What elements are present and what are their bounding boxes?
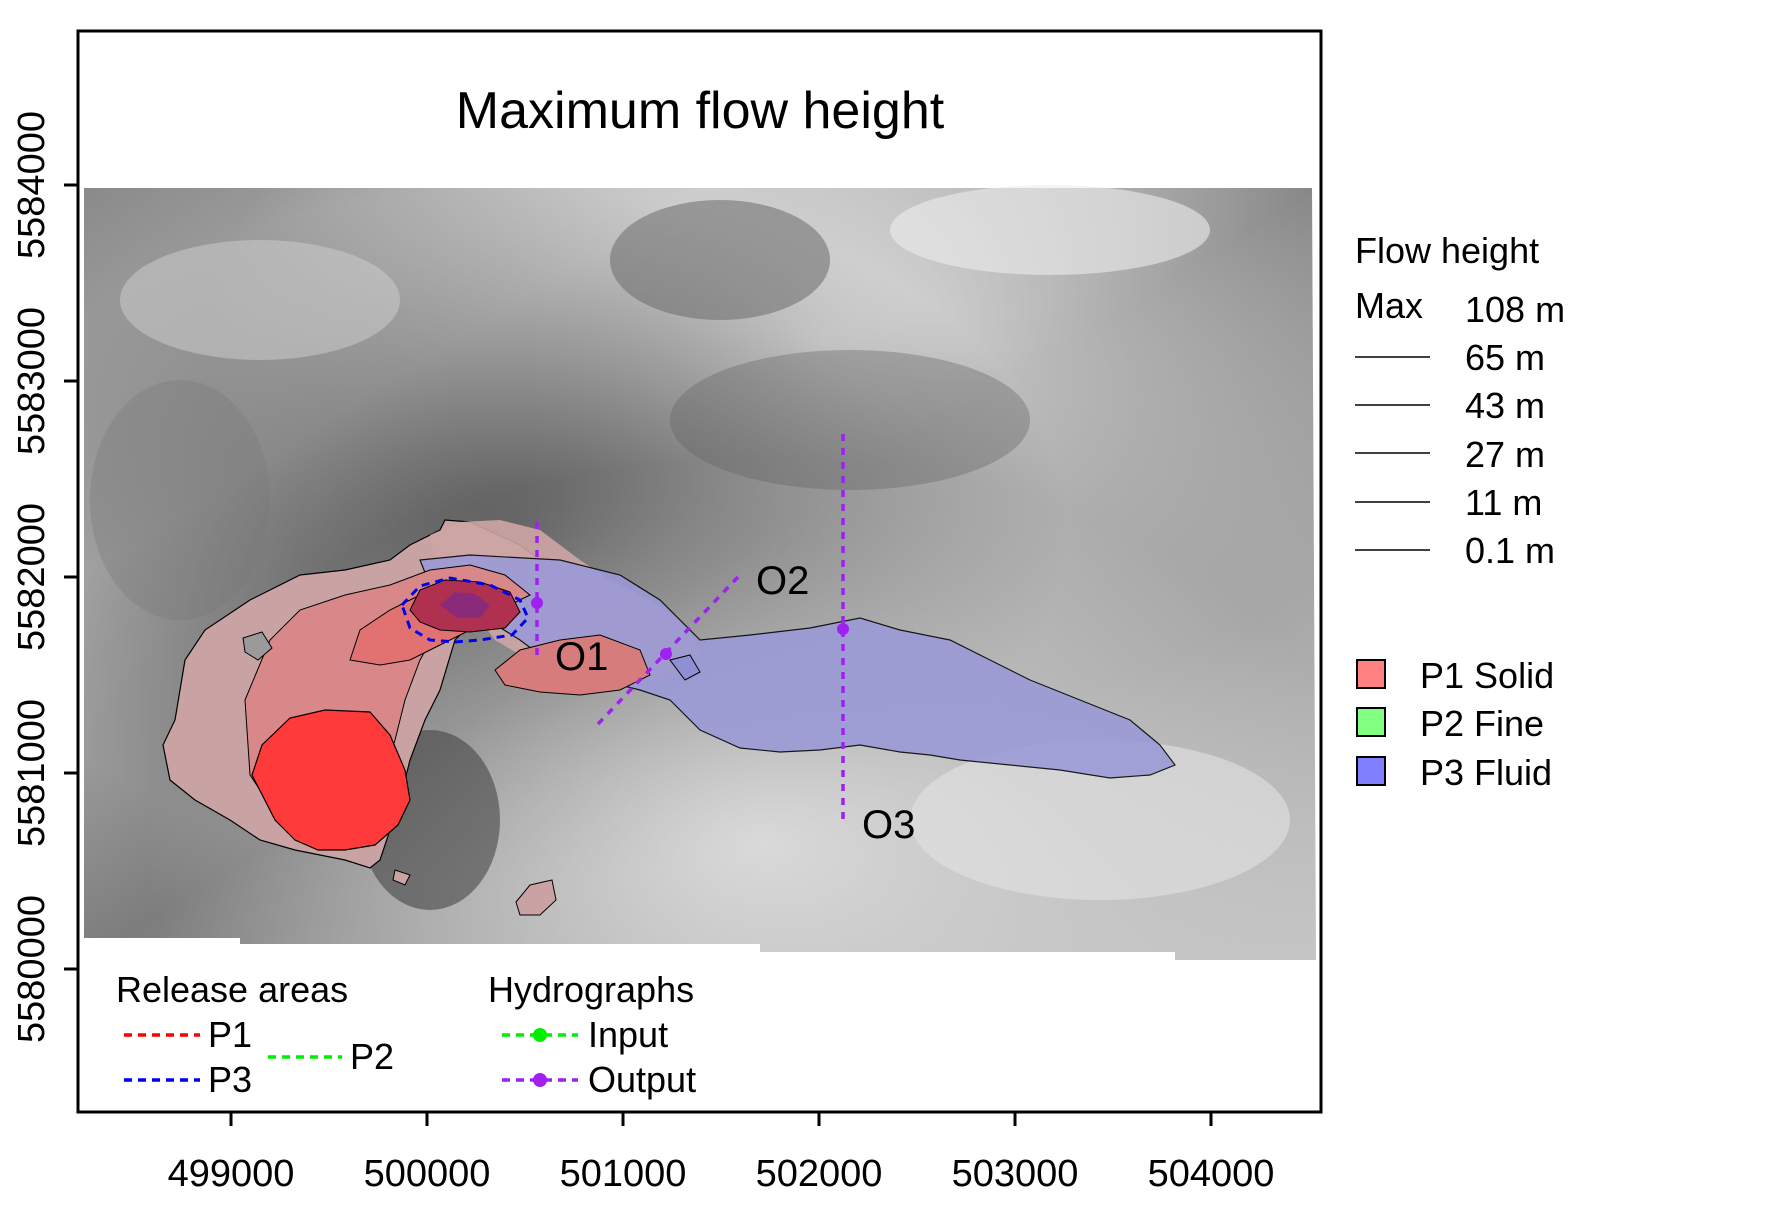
legend-swatch-p2-fine: [1356, 707, 1386, 737]
flow-height-level-5: 0.1 m: [1465, 530, 1555, 571]
plot-frame: [76, 29, 1323, 1114]
hydrograph-o3-point: [837, 623, 849, 635]
flow-height-level-0: 108 m: [1465, 289, 1565, 330]
hydrograph-legend-input-point: [533, 1028, 547, 1042]
flow-deposits: [162, 519, 1176, 916]
hydrograph-label-o3: O3: [862, 803, 915, 847]
y-tick-label-3: 5583000: [11, 307, 53, 455]
hydrograph-o1-point: [660, 648, 672, 660]
y-tick-label-0: 5580000: [11, 895, 53, 1043]
flow-height-legend: Flow height Max 108 m 65 m 43 m 27 m 11 …: [1355, 230, 1565, 571]
x-axis: [229, 1112, 1213, 1126]
x-tick-label-1: 500000: [364, 1153, 491, 1195]
hydrograph-legend-input-label: Input: [588, 1014, 668, 1055]
y-tick-label-1: 5581000: [11, 699, 53, 847]
hydrograph-label-o1: O1: [555, 635, 608, 679]
release-legend-p1-label: P1: [208, 1014, 252, 1055]
release-legend-p3-label: P3: [208, 1059, 252, 1100]
flow-height-level-2: 43 m: [1465, 385, 1545, 426]
map-title: Maximum flow height: [456, 82, 945, 140]
legend-label-p2-fine: P2 Fine: [1420, 703, 1544, 744]
x-tick-label-2: 501000: [560, 1153, 687, 1195]
release-areas-legend: Release areas P1 P3 P2: [116, 969, 394, 1100]
solid-deposit-patch-3: [669, 654, 701, 681]
flow-height-level-4: 11 m: [1465, 482, 1542, 523]
legend-label-p1-solid: P1 Solid: [1420, 655, 1554, 696]
x-tick-label-0: 499000: [168, 1153, 295, 1195]
hydrograph-o2-point: [531, 597, 543, 609]
hydrograph-legend-output-point: [533, 1073, 547, 1087]
flow-height-level-3: 27 m: [1465, 434, 1545, 475]
hillshade-terrain: [84, 185, 1316, 960]
hydrographs-legend-title: Hydrographs: [488, 969, 694, 1010]
flow-height-legend-max: Max: [1355, 285, 1423, 326]
legend-swatch-p1-solid: [1356, 659, 1386, 689]
solid-deposit-lower-band: [494, 634, 651, 696]
x-tick-label-4: 503000: [952, 1153, 1079, 1195]
hydrograph-legend-output-label: Output: [588, 1059, 696, 1100]
release-areas-legend-title: Release areas: [116, 969, 348, 1010]
solid-deposit-patch-2: [515, 879, 557, 916]
solid-deposit-polygon: [251, 709, 411, 851]
flow-height-level-1: 65 m: [1465, 337, 1545, 378]
y-tick-label-2: 5582000: [11, 503, 53, 651]
legend-swatch-p3-fluid: [1356, 756, 1386, 786]
solid-deposit-patch-1: [242, 631, 273, 661]
y-axis: [64, 183, 78, 971]
hydrograph-output-lines: [531, 434, 849, 822]
solid-deposit-core-center: [440, 592, 490, 618]
fractions-legend: P1 Solid P2 Fine P3 Fluid: [1356, 655, 1554, 793]
y-tick-label-4: 5584000: [11, 111, 53, 259]
x-tick-label-5: 504000: [1148, 1153, 1275, 1195]
legend-label-p3-fluid: P3 Fluid: [1420, 752, 1552, 793]
release-legend-p2-label: P2: [350, 1036, 394, 1077]
x-tick-label-3: 502000: [756, 1153, 883, 1195]
hydrograph-label-o2: O2: [756, 559, 809, 603]
flow-height-legend-title: Flow height: [1355, 230, 1539, 271]
solid-deposit-patch-4: [392, 869, 411, 886]
hydrographs-legend: Hydrographs Input Output: [488, 969, 696, 1100]
